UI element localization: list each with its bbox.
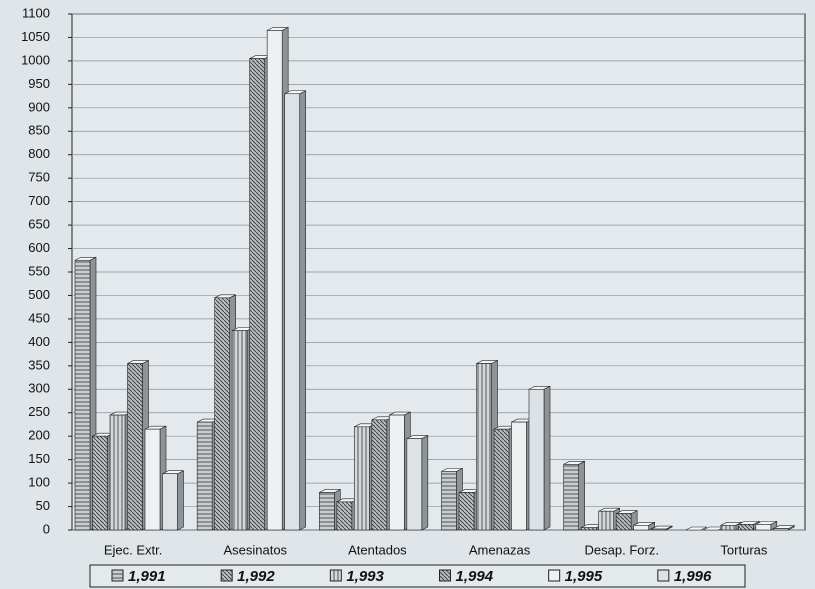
bar <box>284 93 300 531</box>
y-tick-label: 400 <box>28 334 50 349</box>
x-tick-label: Asesinatos <box>223 542 287 557</box>
y-tick-label: 150 <box>28 451 50 466</box>
bar-side <box>299 90 306 531</box>
y-tick-label: 550 <box>28 263 50 278</box>
legend-label: 1,991 <box>128 568 166 585</box>
bar <box>354 426 370 531</box>
y-tick-label: 450 <box>28 310 50 325</box>
y-tick-label: 1050 <box>21 29 50 44</box>
y-tick-label: 250 <box>28 404 50 419</box>
bar-side <box>543 385 551 531</box>
bar <box>92 435 108 531</box>
y-tick-label: 50 <box>36 498 50 513</box>
y-tick-label: 500 <box>28 287 50 302</box>
y-tick-label: 1000 <box>21 52 50 67</box>
legend-label: 1,995 <box>565 568 603 585</box>
y-tick-label: 100 <box>28 475 50 490</box>
bar <box>580 527 597 531</box>
bar-side <box>578 460 585 531</box>
bar-side <box>421 435 429 531</box>
x-tick-label: Amenazas <box>469 542 531 557</box>
bar <box>336 501 353 531</box>
y-tick-label: 0 <box>43 521 50 536</box>
y-tick-label: 650 <box>28 217 50 232</box>
bar <box>214 297 230 531</box>
bar <box>266 30 283 531</box>
y-tick-label: 850 <box>28 123 50 138</box>
y-tick-label: 750 <box>28 170 50 185</box>
bar <box>196 421 213 531</box>
bar <box>371 419 388 531</box>
legend-swatch <box>329 569 342 582</box>
y-tick-label: 900 <box>28 99 50 114</box>
bar <box>493 428 510 531</box>
bar <box>458 492 475 531</box>
bar <box>249 58 265 531</box>
x-tick-label: Ejec. Extr. <box>104 542 163 557</box>
y-tick-label: 1100 <box>22 5 50 20</box>
bar <box>598 510 614 531</box>
y-tick-label: 350 <box>28 357 50 372</box>
bar-side <box>177 470 184 531</box>
bar <box>127 363 143 531</box>
bar <box>476 363 492 531</box>
bar <box>319 492 335 531</box>
legend-label: 1,996 <box>674 568 712 585</box>
bar <box>441 471 457 531</box>
bar <box>615 513 632 531</box>
y-tick-label: 800 <box>28 146 50 161</box>
bar <box>389 414 405 531</box>
y-tick-label: 300 <box>28 381 50 396</box>
legend-swatch <box>439 569 451 582</box>
bar <box>773 528 789 531</box>
y-tick-label: 950 <box>28 76 50 91</box>
bar <box>650 528 667 531</box>
legend-swatch <box>111 569 124 582</box>
y-tick-label: 200 <box>28 428 50 443</box>
bar <box>738 524 754 531</box>
bar <box>109 414 126 531</box>
bar <box>511 421 527 531</box>
y-tick-label: 600 <box>28 240 50 255</box>
x-tick-label: Desap. Forz. <box>585 542 659 557</box>
x-tick-label: Atentados <box>348 542 407 557</box>
legend-swatch <box>220 569 233 582</box>
legend-label: 1,992 <box>237 568 275 585</box>
bar <box>528 388 545 531</box>
bar <box>563 464 579 531</box>
legend-swatch <box>657 569 670 582</box>
bar-top <box>685 526 707 531</box>
legend <box>89 564 746 588</box>
bar <box>162 473 178 531</box>
legend-label: 1,994 <box>456 568 494 585</box>
x-tick-label: Torturas <box>720 542 767 557</box>
bar <box>74 259 91 531</box>
bar <box>144 428 161 531</box>
bar <box>755 524 772 531</box>
bar <box>406 438 423 531</box>
bar <box>633 525 649 531</box>
bar <box>720 525 737 531</box>
legend-label: 1,993 <box>346 568 384 585</box>
legend-swatch <box>548 569 561 582</box>
bar <box>231 330 248 531</box>
y-tick-label: 700 <box>28 193 50 208</box>
